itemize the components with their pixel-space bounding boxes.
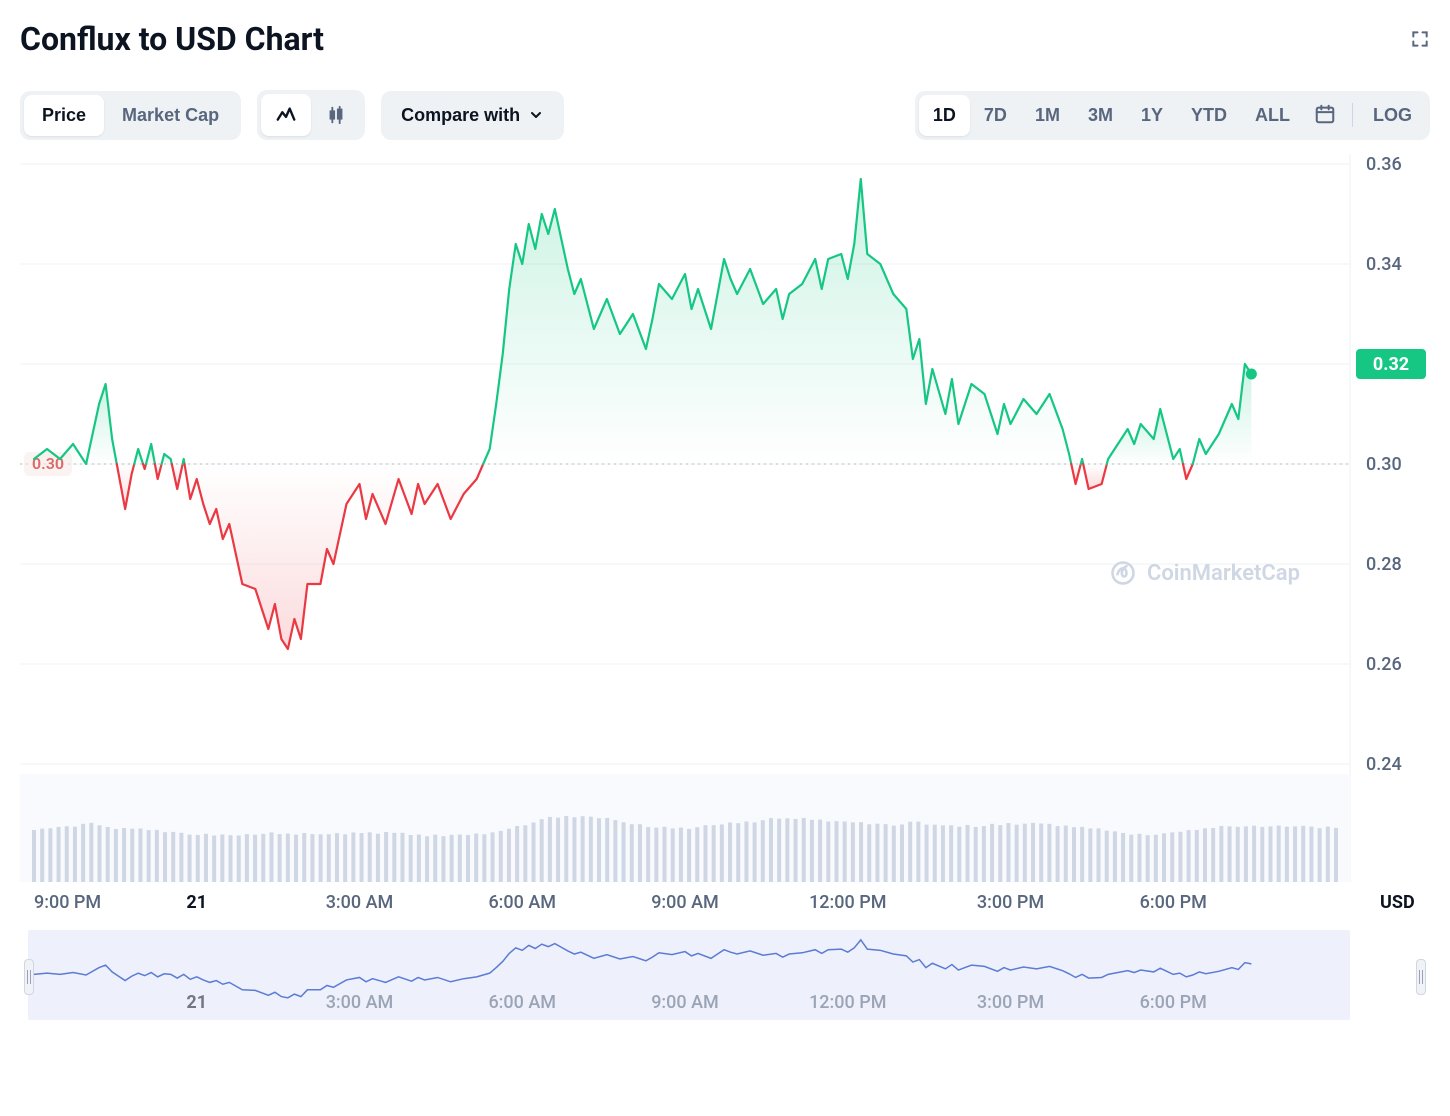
svg-text:3:00 PM: 3:00 PM [977,892,1044,913]
svg-text:6:00 AM: 6:00 AM [488,892,556,913]
range-7d[interactable]: 7D [970,95,1021,136]
svg-text:0.36: 0.36 [1366,154,1402,175]
svg-text:0.30: 0.30 [1366,454,1402,475]
svg-text:3:00 AM: 3:00 AM [326,992,394,1013]
range-3m[interactable]: 3M [1074,95,1127,136]
tab-market-cap[interactable]: Market Cap [104,95,237,136]
svg-text:0.28: 0.28 [1366,554,1402,575]
navigator-handle-right[interactable] [1416,959,1426,995]
tab-price[interactable]: Price [24,95,104,136]
svg-text:0.34: 0.34 [1366,254,1402,275]
range-ytd[interactable]: YTD [1177,95,1241,136]
price-chart[interactable]: 0.240.260.280.300.320.340.360.300.329:00… [20,154,1430,922]
time-range-group: 1D7D1M3M1YYTDALL LOG [915,91,1430,140]
svg-text:6:00 PM: 6:00 PM [1140,992,1207,1013]
compare-label: Compare with [401,105,520,126]
compare-button[interactable]: Compare with [381,91,564,140]
page-title: Conflux to USD Chart [20,20,324,58]
fullscreen-icon[interactable] [1410,29,1430,49]
svg-text:6:00 PM: 6:00 PM [1140,892,1207,913]
svg-text:3:00 AM: 3:00 AM [326,892,394,913]
range-all[interactable]: ALL [1241,95,1304,136]
range-1d[interactable]: 1D [919,95,970,136]
metric-toggle: Price Market Cap [20,91,241,140]
range-1y[interactable]: 1Y [1127,95,1177,136]
range-1m[interactable]: 1M [1021,95,1074,136]
controls-row: Price Market Cap Compare with 1D7D1M3M1Y… [20,90,1430,140]
log-scale-button[interactable]: LOG [1359,95,1426,136]
chevron-down-icon [528,107,544,123]
svg-text:9:00 AM: 9:00 AM [651,992,719,1013]
svg-text:9:00 AM: 9:00 AM [651,892,719,913]
divider [1352,103,1353,127]
line-chart-icon[interactable] [261,94,311,136]
svg-text:0.26: 0.26 [1366,654,1402,675]
calendar-icon[interactable] [1304,95,1346,136]
svg-text:0.32: 0.32 [1373,354,1409,375]
svg-text:0.24: 0.24 [1366,754,1402,775]
svg-text:12:00 PM: 12:00 PM [809,892,886,913]
chart-style-toggle [257,90,365,140]
candlestick-icon[interactable] [311,94,361,136]
svg-text:12:00 PM: 12:00 PM [809,992,886,1013]
svg-text:USD: USD [1380,892,1415,913]
chart-navigator[interactable]: 21 3:00 AM 6:00 AM 9:00 AM 12:00 PM 3:00 PM 6:… [20,930,1430,1024]
svg-text:3:00 PM: 3:00 PM [977,992,1044,1013]
svg-text:6:00 AM: 6:00 AM [488,992,556,1013]
navigator-handle-left[interactable] [24,959,34,995]
svg-text:9:00 PM: 9:00 PM [34,892,101,913]
svg-text:21: 21 [186,892,207,913]
svg-text:21: 21 [186,992,207,1013]
